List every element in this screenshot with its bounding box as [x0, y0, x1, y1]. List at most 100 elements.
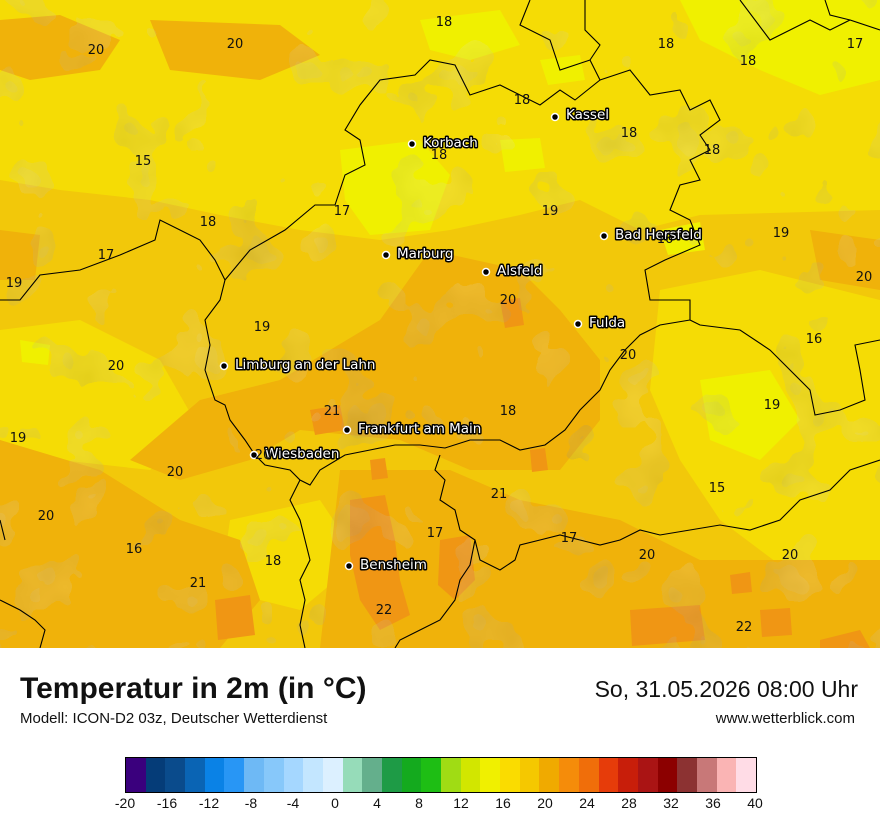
temp-label: 20	[88, 43, 105, 58]
temp-label: 17	[427, 526, 444, 541]
color-scale-segment	[637, 758, 658, 792]
color-scale-tick-label: -12	[198, 795, 220, 811]
temp-label: 21	[491, 487, 508, 502]
color-scale-tick-label: 12	[453, 795, 469, 811]
temp-label: 19	[6, 276, 23, 291]
city-bad-hersfeld[interactable]: Bad Hersfeld	[599, 226, 703, 245]
color-scale-segment	[736, 758, 756, 792]
color-scale-tick-label: 16	[495, 795, 511, 811]
temp-label: 22	[376, 603, 393, 618]
color-scale-segment	[598, 758, 619, 792]
city-korbach[interactable]: Korbach	[407, 134, 479, 153]
temp-label: 19	[773, 226, 790, 241]
temp-label: 21	[190, 576, 207, 591]
temp-label: 18	[514, 93, 531, 108]
color-scale-segment	[500, 758, 520, 792]
temp-label: 18	[740, 54, 757, 69]
svg-text:Limburg an der Lahn: Limburg an der Lahn	[235, 357, 375, 373]
temp-label: 20	[620, 348, 637, 363]
svg-text:Marburg: Marburg	[397, 246, 453, 262]
color-scale-segment	[618, 758, 638, 792]
color-scale-tick-label: 36	[705, 795, 721, 811]
temp-label: 18	[621, 126, 638, 141]
temp-label: 17	[847, 37, 864, 52]
city-marburg[interactable]: Marburg	[381, 245, 455, 264]
svg-text:Alsfeld: Alsfeld	[497, 263, 542, 279]
color-scale-segment	[224, 758, 245, 792]
svg-text:Wiesbaden: Wiesbaden	[265, 446, 339, 462]
color-scale-segment	[480, 758, 501, 792]
color-scale-segment	[578, 758, 599, 792]
city-kassel[interactable]: Kassel	[550, 106, 611, 125]
color-scale-segment	[204, 758, 225, 792]
temp-label: 20	[227, 37, 244, 52]
city-frankfurt-am-main[interactable]: Frankfurt am Main	[342, 420, 483, 439]
color-scale-tick-label: 0	[331, 795, 339, 811]
temp-label: 15	[135, 154, 152, 169]
svg-text:Frankfurt am Main: Frankfurt am Main	[358, 421, 481, 437]
temp-label: 16	[126, 542, 143, 557]
city-limburg-an-der-lahn[interactable]: Limburg an der Lahn	[219, 356, 377, 375]
color-scale-tick-label: -16	[156, 795, 178, 811]
color-scale-segment	[441, 758, 461, 792]
color-scale-segment	[126, 758, 146, 792]
temp-label: 17	[334, 204, 351, 219]
color-scale-segment	[244, 758, 264, 792]
city-wiesbaden[interactable]: Wiesbaden	[249, 445, 341, 464]
color-scale-ticks: -20 -16 -12 -8 -4 0 4 8 12 16 20 24 28 32 36 40	[115, 795, 763, 815]
color-scale-segment	[303, 758, 323, 792]
temp-label: 20	[639, 548, 656, 563]
temp-label: 19	[10, 431, 27, 446]
city-markers: Kassel Korbach Marburg Alsfeld Bad Hersf…	[219, 106, 703, 575]
color-scale-tick-label: 8	[415, 795, 423, 811]
color-scale-tick-label: -20	[114, 795, 136, 811]
temp-label: 15	[709, 481, 726, 496]
forecast-datetime: So, 31.05.2026 08:00 Uhr	[594, 676, 858, 702]
website-link[interactable]: www.wetterblick.com	[715, 710, 855, 727]
color-scale-segment	[283, 758, 304, 792]
color-scale-tick-label: 32	[663, 795, 679, 811]
color-scale-tick-label: -4	[286, 795, 300, 811]
color-scale-segment	[421, 758, 441, 792]
temp-label: 20	[782, 548, 799, 563]
color-scale-segment	[539, 758, 560, 792]
svg-text:Kassel: Kassel	[566, 107, 609, 123]
svg-text:Bad Hersfeld: Bad Hersfeld	[615, 227, 702, 243]
temperature-labels: 18 20 20 18 17 18 18 18 15 18 18 17 19 1…	[6, 15, 873, 635]
color-scale-segment	[677, 758, 697, 792]
color-scale-segment	[559, 758, 579, 792]
color-scale-segment	[165, 758, 186, 792]
color-scale-tick-label: 24	[579, 795, 595, 811]
temp-label: 18	[265, 554, 282, 569]
city-alsfeld[interactable]: Alsfeld	[481, 262, 544, 281]
temp-label: 21	[324, 404, 341, 419]
color-scale-segment	[716, 758, 737, 792]
temp-label: 17	[98, 248, 115, 263]
color-scale-tick-label: 20	[537, 795, 553, 811]
temp-label: 18	[436, 15, 453, 30]
svg-text:Korbach: Korbach	[423, 135, 478, 151]
color-scale-tick-label: 28	[621, 795, 637, 811]
color-scale	[125, 757, 757, 793]
svg-text:Bensheim: Bensheim	[360, 557, 427, 573]
color-scale-tick-label: -8	[244, 795, 258, 811]
model-info: Modell: ICON-D2 03z, Deutscher Wetterdie…	[20, 710, 328, 727]
temp-label: 19	[254, 320, 271, 335]
temperature-map: Kassel Korbach Marburg Alsfeld Bad Hersf…	[0, 0, 880, 648]
color-scale-segment	[460, 758, 481, 792]
color-scale-segment	[263, 758, 284, 792]
map-title: Temperatur in 2m (in °C)	[20, 672, 367, 705]
color-scale-segment	[322, 758, 343, 792]
city-fulda[interactable]: Fulda	[573, 314, 627, 333]
color-scale-segment	[362, 758, 382, 792]
temp-label: 18	[500, 404, 517, 419]
temp-label: 20	[255, 448, 272, 463]
svg-text:Fulda: Fulda	[589, 315, 625, 331]
color-scale-tick-label: 40	[747, 795, 763, 811]
temp-label: 20	[500, 293, 517, 308]
color-scale-segment	[696, 758, 717, 792]
city-bensheim[interactable]: Bensheim	[344, 556, 428, 575]
temp-label: 19	[542, 204, 559, 219]
color-scale-segment	[657, 758, 678, 792]
temp-label: 17	[561, 531, 578, 546]
